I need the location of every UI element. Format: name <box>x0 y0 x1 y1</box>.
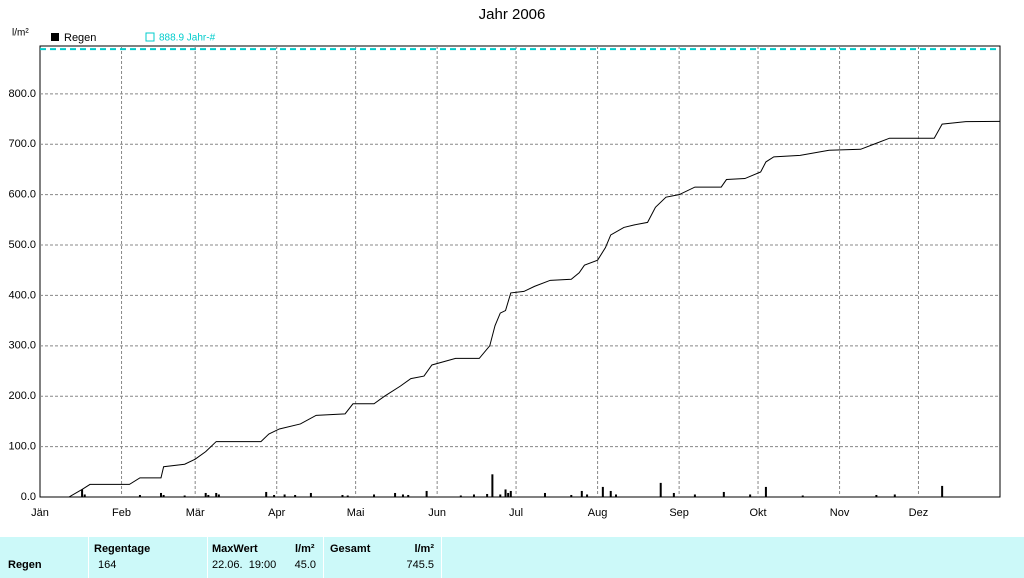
y-tick-label: 300.0 <box>8 340 36 352</box>
bar <box>659 482 662 497</box>
bar <box>486 493 489 497</box>
cumulative-line <box>40 120 1001 498</box>
bar <box>309 492 312 497</box>
row-label: Regen <box>8 559 42 571</box>
bar <box>183 495 186 497</box>
x-tick-label: Feb <box>112 507 131 519</box>
x-tick-label: Mär <box>186 507 205 519</box>
x-tick-label: Nov <box>830 507 850 519</box>
cell: 45.0 <box>294 559 316 571</box>
bar <box>749 494 752 497</box>
bar <box>204 492 207 497</box>
summary-table: Regentage MaxWert l/m² Gesamt l/m² Regen… <box>0 537 1024 578</box>
plot-frame <box>39 45 1001 498</box>
chart: Jahr 2006 l/m² Regen 888.9 Jahr-# 0.0 100… <box>8 6 1001 519</box>
header: Regentage <box>94 543 151 555</box>
bar <box>373 494 376 497</box>
bar <box>207 494 210 497</box>
y-tick-label: 100.0 <box>8 441 36 453</box>
bar <box>346 495 349 497</box>
y-tick-label: 200.0 <box>8 390 36 402</box>
x-tick-label: Okt <box>749 507 766 519</box>
bar <box>265 491 268 497</box>
bar <box>499 494 502 497</box>
bar <box>764 486 767 497</box>
bar <box>543 492 546 497</box>
y-tick-label: 400.0 <box>8 289 36 301</box>
bar <box>601 486 604 497</box>
y-tick-label: 0.0 <box>21 491 36 503</box>
y-axis-label: l/m² <box>12 28 29 39</box>
separator <box>323 537 324 578</box>
chart-title: Jahr 2006 <box>479 6 546 23</box>
header: l/m² <box>295 543 315 555</box>
bar <box>609 490 612 497</box>
bar <box>509 490 512 497</box>
x-tick-label: Apr <box>268 507 285 519</box>
bar <box>586 494 589 497</box>
x-tick-label: Mai <box>347 507 365 519</box>
legend-label: Regen <box>64 32 96 44</box>
bar <box>801 495 804 497</box>
bar <box>407 494 410 497</box>
legend-swatch <box>51 33 59 41</box>
bar <box>162 494 165 497</box>
bar <box>722 491 725 497</box>
y-tick-label: 500.0 <box>8 239 36 251</box>
cell: 22.06. 19:00 <box>212 559 277 571</box>
bar <box>217 494 220 497</box>
bar <box>693 494 696 497</box>
y-tick-label: 800.0 <box>8 88 36 100</box>
bar <box>941 485 944 497</box>
header: Gesamt <box>330 543 371 555</box>
separator <box>207 537 208 578</box>
legend-label: 888.9 Jahr-# <box>159 33 216 44</box>
bar <box>507 492 510 497</box>
bar <box>401 494 404 497</box>
header: l/m² <box>414 543 434 555</box>
bar <box>83 494 86 497</box>
cell: 164 <box>98 559 117 571</box>
bar <box>159 492 162 497</box>
bar <box>81 489 84 497</box>
bar <box>425 490 428 497</box>
bar <box>504 489 507 497</box>
cell: 745.5 <box>406 559 434 571</box>
bar <box>394 492 397 497</box>
y-tick-label: 600.0 <box>8 189 36 201</box>
y-tick-label: 700.0 <box>8 138 36 150</box>
bar <box>215 492 218 497</box>
bar <box>472 494 475 497</box>
x-tick-label: Sep <box>669 507 689 519</box>
bar <box>138 494 141 497</box>
bar <box>615 494 617 497</box>
bar <box>283 494 286 497</box>
bar <box>459 495 462 497</box>
x-tick-label: Jän <box>31 507 49 519</box>
x-tick-label: Aug <box>588 507 608 519</box>
bar <box>875 494 878 497</box>
separator <box>441 537 442 578</box>
bar <box>672 492 675 497</box>
x-tick-label: Jul <box>509 507 523 519</box>
x-tick-label: Dez <box>909 507 929 519</box>
bar <box>580 490 583 497</box>
x-tick-label: Jun <box>428 507 446 519</box>
bar <box>893 494 896 497</box>
separator <box>88 537 89 578</box>
bar <box>491 474 494 497</box>
bar <box>294 494 297 497</box>
bar <box>273 494 276 497</box>
bar <box>570 494 573 497</box>
legend-swatch <box>145 32 155 42</box>
header: MaxWert <box>212 543 258 555</box>
bar <box>341 494 344 497</box>
